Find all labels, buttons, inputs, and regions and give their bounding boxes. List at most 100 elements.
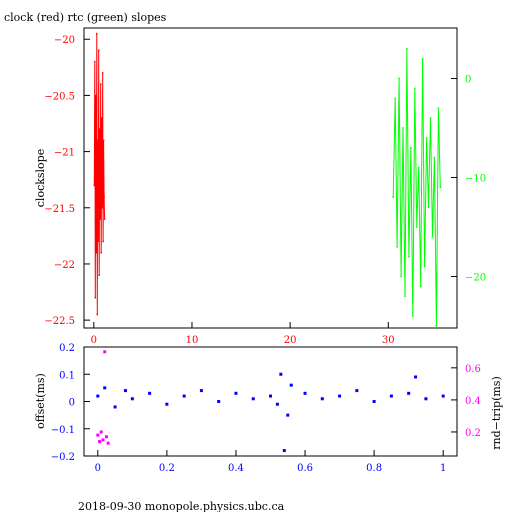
data-point: [286, 413, 290, 417]
data-point: [102, 139, 105, 142]
bottom-panel: 0.2 0.1 0 −0.1 −0.2 0.6 0.4 0.2 0 0.2 0.4 0.6 0.8 1…: [34, 343, 503, 474]
data-point: [441, 394, 445, 398]
data-point: [182, 394, 186, 398]
y-tick-label: 0.1: [59, 370, 75, 381]
data-point: [406, 48, 408, 50]
top-series-layer: [93, 32, 442, 327]
data-point: [279, 372, 283, 376]
bottom-y2-axis-label: rnd−trip(ms): [490, 376, 503, 450]
data-point: [394, 97, 396, 100]
top-right-axis: 0 −10 −20: [451, 74, 486, 284]
data-point: [408, 255, 410, 258]
data-point: [289, 383, 293, 387]
data-point: [320, 397, 324, 401]
y-tick-label: −22.5: [44, 316, 75, 327]
data-point: [96, 32, 98, 35]
top-y-axis-label: clockslope: [34, 149, 47, 207]
data-point: [95, 251, 98, 254]
data-point: [130, 397, 134, 401]
data-point: [95, 94, 97, 97]
x-tick-label: 20: [284, 335, 297, 346]
y2-tick-label: 0.6: [465, 364, 481, 375]
data-point: [94, 60, 96, 63]
data-point: [404, 295, 406, 298]
bottom-series-layer: [96, 350, 445, 453]
y2-tick-label: 0.4: [465, 396, 481, 407]
data-point: [99, 83, 102, 85]
series-line-1: [392, 48, 441, 327]
data-point: [99, 430, 103, 434]
data-point: [98, 128, 101, 130]
data-point: [392, 196, 394, 199]
data-point: [113, 405, 117, 409]
data-point: [396, 246, 398, 248]
x-tick-label: 30: [382, 335, 395, 346]
data-point: [414, 87, 416, 90]
y-tick-label: −0.2: [51, 452, 75, 463]
y2-tick-label: −10: [465, 174, 486, 185]
y-tick-label: 0: [69, 398, 75, 409]
data-point: [199, 389, 203, 393]
data-point: [439, 186, 442, 189]
data-point: [103, 386, 107, 390]
data-point: [427, 206, 430, 208]
data-point: [338, 394, 342, 398]
y-tick-label: −20: [54, 35, 75, 46]
data-point: [419, 285, 422, 288]
y-tick-label: −20.5: [44, 91, 75, 102]
data-point: [410, 147, 412, 149]
data-point: [101, 207, 103, 209]
top-left-axis: −20 −20.5 −21 −21.5 −22 −22.5: [44, 35, 90, 327]
chart-title: clock (red) rtc (green) slopes: [4, 11, 167, 24]
data-point: [103, 350, 107, 354]
data-point: [423, 265, 426, 268]
top-x-axis: 0 10 20 30: [91, 322, 395, 346]
data-point: [372, 400, 376, 403]
data-point: [100, 117, 103, 119]
data-point: [104, 435, 108, 439]
data-point: [148, 391, 152, 395]
data-point: [165, 402, 169, 406]
x-tick-label: 0.4: [228, 463, 244, 474]
top-panel: −20 −20.5 −21 −21.5 −22 −22.5 0 −10 −20 0 10 20 30…: [34, 27, 486, 346]
data-point: [429, 117, 432, 119]
data-point: [389, 394, 393, 398]
data-point: [103, 218, 106, 220]
data-point: [433, 156, 436, 159]
data-point: [407, 391, 411, 395]
x-tick-label: 1: [440, 463, 446, 474]
data-point: [93, 184, 96, 187]
data-point: [303, 391, 307, 395]
data-point: [98, 274, 100, 276]
y-tick-label: −21: [54, 148, 75, 159]
data-point: [416, 226, 418, 228]
y-tick-label: 0.2: [59, 343, 75, 354]
data-point: [251, 397, 255, 401]
data-point: [123, 389, 127, 393]
bottom-y-axis-label: offset(ms): [34, 373, 47, 429]
y-tick-label: −22: [54, 260, 75, 271]
y2-tick-label: 0.2: [465, 428, 481, 439]
data-point: [96, 139, 99, 142]
data-point: [355, 389, 359, 393]
data-point: [417, 166, 420, 169]
data-point: [421, 57, 424, 60]
footer-caption: 2018-09-30 monopole.physics.ubc.ca: [78, 500, 285, 512]
data-point: [96, 394, 100, 398]
data-point: [424, 397, 428, 401]
data-point: [99, 218, 101, 220]
series-line-0: [93, 33, 106, 315]
data-point: [100, 251, 102, 254]
x-tick-label: 0.2: [159, 463, 175, 474]
data-point: [103, 195, 105, 198]
data-point: [234, 391, 238, 395]
data-point: [101, 72, 104, 74]
data-point: [398, 77, 400, 80]
bottom-x-axis: 0 0.2 0.4 0.6 0.8 1: [95, 450, 446, 474]
bottom-plot-frame: [83, 346, 458, 457]
bottom-left-axis: 0.2 0.1 0 −0.1 −0.2: [51, 343, 90, 463]
y2-tick-label: 0: [465, 74, 471, 85]
data-point: [97, 240, 99, 243]
data-point: [106, 441, 110, 445]
